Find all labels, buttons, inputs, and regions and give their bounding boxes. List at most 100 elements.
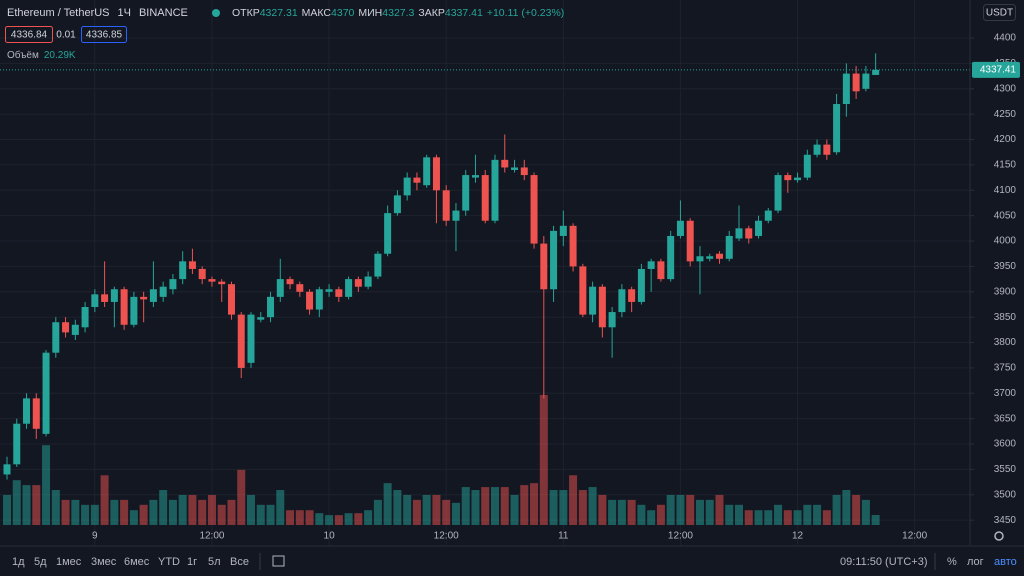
buy-box[interactable] [81,26,127,43]
bid[interactable]: 4336.84 [11,30,48,41]
volume-bar [832,494,841,525]
candle-body [374,253,382,277]
volume-bar [256,504,265,525]
price-axis-panel [970,0,1024,545]
ohlc-label: МАКС [302,7,332,19]
candle-body [13,423,21,465]
volume-bar [559,490,568,525]
candle-body [501,159,509,168]
ohlc-line: ОТКР4327.31 МАКС4370 МИН4327.3 ЗАКР4337.41 +… [232,7,564,19]
candle-body [833,104,841,153]
currency-box[interactable] [983,4,1016,21]
candle-body [676,220,684,236]
volume-bar [334,515,343,525]
volume-bar [549,490,558,525]
candle-body [413,177,421,183]
volume-bar [715,494,724,525]
y-tick-label: 4150 [994,160,1017,171]
volume-bar [422,494,431,525]
volume-bar [608,499,617,525]
volume-bar [266,504,275,525]
volume-bar [364,510,373,525]
volume-bar [656,504,665,525]
volume-bar [695,499,704,525]
range-button[interactable]: 5л [208,556,221,568]
candle-body [110,289,118,302]
volume-bar [139,504,148,525]
scale-option[interactable]: % [947,556,957,568]
candle-body [227,284,235,315]
ask[interactable]: 4336.85 [86,30,123,41]
volume-bar [32,485,41,525]
y-tick-label: 3500 [994,489,1017,500]
candle-body [852,73,860,92]
volume-bar [676,494,685,525]
candle-body [130,296,138,325]
y-tick-label: 4050 [994,210,1017,221]
candle-body [725,235,733,259]
scale-option[interactable]: авто [994,556,1017,568]
ohlc-value: 4337.41 [445,7,483,19]
range-button[interactable]: Все [230,556,249,568]
range-button[interactable]: 6мес [124,556,150,568]
candle-body [520,167,528,176]
range-button[interactable]: 1мес [56,556,82,568]
candle-body [530,175,538,244]
candle-body [335,289,343,297]
volume-bar [354,513,363,525]
candle-body [784,175,792,181]
candle-body [423,157,431,186]
volume-bar [207,494,216,525]
volume-bar [100,475,109,525]
volume-layer [3,395,880,525]
candle-body [647,261,655,269]
volume-bar [247,494,255,525]
range-button[interactable]: YTD [158,556,180,568]
candle-body [686,220,694,262]
candle-body [364,276,372,287]
candle-body [628,289,636,302]
volume-bar [159,490,168,525]
volume-bar [373,499,382,525]
candle-body [540,243,548,290]
x-tick-label: 10 [324,531,336,542]
range-button[interactable]: 1д [12,556,25,568]
y-tick-label: 4100 [994,185,1017,196]
sell-box[interactable] [5,26,53,43]
volume-bar [383,483,392,525]
last-price-label: 4337.41 [980,64,1017,75]
scale-option[interactable]: лог [967,556,984,568]
toolbar: 1д 5д 1мес 3мес 6мес YTD 1г 5л Все 09:11… [12,553,1017,570]
volume-bar [852,494,861,525]
volume-bar [412,499,421,525]
volume-bar [510,494,519,525]
candle-body [462,175,470,211]
candle-body [62,322,70,333]
y-tick-label: 3600 [994,439,1017,450]
y-tick-label: 3850 [994,312,1017,323]
volume-bar [500,487,509,525]
volume-bar [442,499,451,525]
volume-bar [432,494,441,525]
goto-date-icon[interactable] [272,555,285,567]
y-tick-label: 4250 [994,109,1017,120]
symbol-line: Ethereum / TetherUS 1Ч BINANCE [7,7,188,19]
candle-body [559,225,567,236]
range-button[interactable]: 1г [187,556,197,568]
range-button[interactable]: 5д [34,556,47,568]
candle-body [491,159,499,221]
volume-bar [647,510,656,525]
currency[interactable]: USDT [986,8,1013,19]
candle-body [149,289,157,302]
ohlc-value: 4370 [331,7,355,19]
candle-body [403,177,411,196]
candle-body [598,286,606,328]
settings-icon[interactable] [994,531,1004,541]
volume-bar [871,515,880,525]
range-button[interactable]: 3мес [91,556,117,568]
volume-bar [627,499,636,525]
y-tick-label: 4000 [994,236,1017,247]
y-axis: 3450 3500 3550 3600 3650 3700 3750 3800 3850 3900… [970,33,1020,526]
ohlc-label: МИН [358,7,382,19]
status-dot [212,9,220,17]
